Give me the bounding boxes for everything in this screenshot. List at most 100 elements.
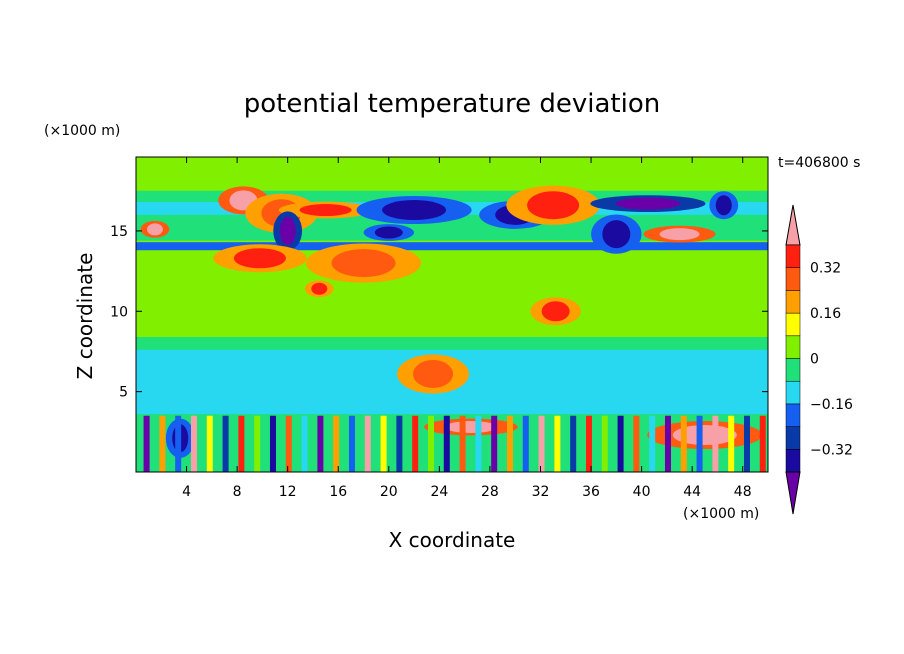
- turbulence-stripe: [427, 415, 434, 472]
- x-tick-label: 8: [233, 484, 242, 500]
- x-tick-label: 40: [633, 484, 651, 500]
- colorbar-segment: [785, 426, 801, 450]
- feature-core: [672, 425, 737, 446]
- x-axis-label: X coordinate: [389, 528, 516, 552]
- feature-core: [659, 228, 700, 241]
- field-band: [136, 157, 768, 191]
- colorbar-segment: [785, 403, 801, 427]
- turbulence-stripe: [175, 415, 182, 472]
- turbulence-stripe: [238, 415, 245, 472]
- time-label: t=406800 s: [778, 155, 860, 171]
- turbulence-stripe: [412, 415, 419, 472]
- feature-core: [413, 359, 454, 388]
- turbulence-stripe: [696, 415, 703, 472]
- turbulence-stripe: [317, 415, 324, 472]
- turbulence-stripe: [728, 415, 735, 472]
- colorbar-label: −0.32: [810, 442, 853, 458]
- y-axis-label: Z coordinate: [73, 253, 97, 380]
- x-tick-label: 32: [532, 484, 550, 500]
- turbulence-stripe: [759, 415, 766, 472]
- colorbar-segment: [785, 290, 801, 314]
- y-unit-label: (×1000 m): [44, 123, 120, 139]
- turbulence-stripe: [743, 415, 750, 472]
- colorbar-bottom-arrow: [785, 471, 801, 515]
- colorbar-segment: [785, 335, 801, 359]
- feature-core: [527, 191, 580, 220]
- turbulence-stripe: [333, 415, 340, 472]
- x-tick-label: 24: [430, 484, 448, 500]
- feature-core: [331, 249, 396, 278]
- turbulence-stripe: [143, 415, 150, 472]
- colorbar-segment: [785, 449, 801, 473]
- y-tick-label: 15: [110, 224, 128, 240]
- y-axis: 5 10 15: [110, 224, 768, 401]
- turbulence-stripe: [348, 415, 355, 472]
- x-tick-label: 16: [329, 484, 347, 500]
- turbulence-stripe: [491, 415, 498, 472]
- turbulence-stripe: [570, 415, 577, 472]
- feature-core: [233, 248, 286, 269]
- field-band: [136, 242, 768, 251]
- turbulence-stripe: [475, 415, 482, 472]
- x-tick-label: 48: [734, 484, 752, 500]
- colorbar-label: 0: [810, 352, 819, 368]
- turbulence-stripe: [254, 415, 261, 472]
- feature-core: [444, 421, 497, 433]
- turbulence-stripe: [712, 415, 719, 472]
- colorbar-label: 0.16: [810, 306, 841, 322]
- colorbar: 0.32 0.16 0 −0.16 −0.32: [785, 204, 853, 515]
- chart-title: potential temperature deviation: [244, 89, 660, 119]
- turbulence-stripe: [285, 415, 292, 472]
- turbulence-stripe: [633, 415, 640, 472]
- colorbar-top-arrow: [785, 204, 801, 246]
- turbulence-stripe: [585, 415, 592, 472]
- turbulence-stripe: [554, 415, 561, 472]
- colorbar-segment: [785, 244, 801, 268]
- feature-core: [602, 220, 631, 249]
- feature-core: [615, 197, 680, 210]
- x-tick-label: 36: [582, 484, 600, 500]
- plot-frame: [135, 156, 769, 473]
- turbulence-stripe: [159, 415, 166, 472]
- feature-core: [279, 216, 296, 245]
- turbulence-stripe: [649, 415, 656, 472]
- turbulence-stripe: [396, 415, 403, 472]
- feature-core: [311, 282, 328, 295]
- turbulence-stripe: [506, 415, 513, 472]
- y-tick-label: 5: [119, 385, 128, 401]
- x-axis: 4 8 12 16 20 24 28 32 36 40 44 48: [182, 157, 752, 500]
- colorbar-segment: [785, 312, 801, 337]
- x-tick-label: 12: [279, 484, 297, 500]
- colorbar-segment: [785, 358, 801, 382]
- y-tick-label: 10: [110, 304, 128, 320]
- turbulence-stripe: [443, 415, 450, 472]
- feature-core: [146, 223, 163, 236]
- turbulence-stripe: [206, 415, 213, 472]
- turbulence-stripe: [664, 415, 671, 472]
- turbulence-stripe: [680, 415, 687, 472]
- turbulence-stripe: [601, 415, 608, 472]
- turbulence-stripe: [538, 415, 545, 472]
- turbulence-stripe: [617, 415, 624, 472]
- x-tick-label: 44: [683, 484, 701, 500]
- contour-field: [136, 157, 768, 472]
- feature-core: [299, 204, 352, 217]
- turbulence-stripe: [301, 415, 308, 472]
- x-tick-label: 20: [380, 484, 398, 500]
- colorbar-label: −0.16: [810, 397, 853, 413]
- feature-core: [374, 226, 403, 239]
- turbulence-stripe: [364, 415, 371, 472]
- colorbar-label: 0.32: [810, 261, 841, 277]
- turbulence-stripe: [269, 415, 276, 472]
- turbulence-stripe: [222, 415, 229, 472]
- colorbar-segment: [785, 267, 801, 291]
- x-unit-label: (×1000 m): [683, 506, 759, 522]
- feature-core: [715, 195, 732, 216]
- turbulence-stripe: [380, 415, 387, 472]
- x-tick-label: 28: [481, 484, 499, 500]
- feature-core: [382, 200, 447, 221]
- turbulence-stripe: [459, 415, 466, 472]
- turbulence-stripe: [522, 415, 529, 472]
- colorbar-segment: [785, 380, 801, 405]
